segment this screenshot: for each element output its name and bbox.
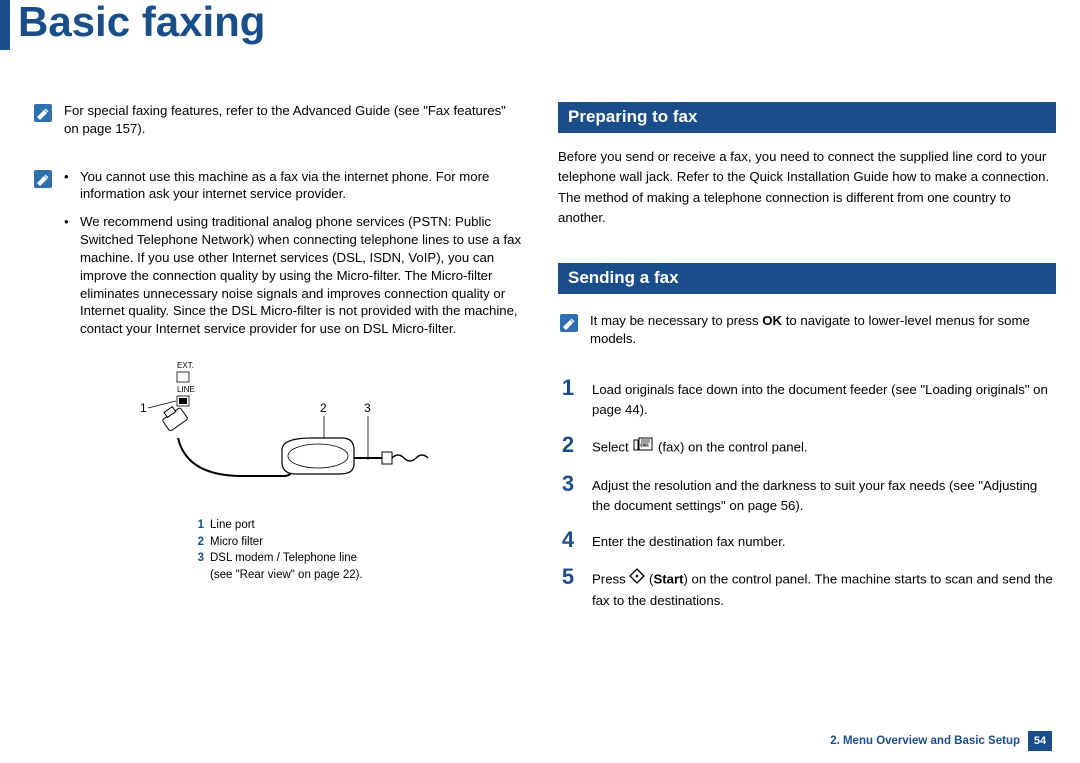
note-icon xyxy=(32,102,54,124)
step-1: 1 Load originals face down into the docu… xyxy=(558,377,1056,420)
step-3: 3 Adjust the resolution and the darkness… xyxy=(558,473,1056,516)
note-text: For special faxing features, refer to th… xyxy=(64,102,522,138)
legend-row: 3 DSL modem / Telephone line xyxy=(192,550,522,567)
legend-note: (see "Rear view" on page 22). xyxy=(210,567,363,584)
diagram-label-ext: EXT. xyxy=(177,361,194,370)
note-internet-phone: You cannot use this machine as a fax via… xyxy=(32,168,522,348)
fax-icon xyxy=(632,436,654,458)
diagram-legend: 1 Line port 2 Micro filter 3 DSL modem /… xyxy=(192,517,522,584)
step-number: 4 xyxy=(558,529,578,552)
svg-text:3: 3 xyxy=(364,401,371,415)
step-body: Enter the destination fax number. xyxy=(592,529,1056,552)
step-body: Select (fax) on the control panel. xyxy=(592,434,1056,459)
step-number: 2 xyxy=(558,434,578,459)
step2-pre: Select xyxy=(592,439,632,454)
step-body: Adjust the resolution and the darkness t… xyxy=(592,473,1056,516)
diagram-label-line: LINE xyxy=(177,385,195,394)
step-number: 3 xyxy=(558,473,578,516)
legend-num: 2 xyxy=(192,534,204,551)
svg-text:2: 2 xyxy=(320,401,327,415)
title-accent-bar xyxy=(0,0,10,50)
step5-pre: Press xyxy=(592,572,629,587)
step-4: 4 Enter the destination fax number. xyxy=(558,529,1056,552)
start-diamond-icon xyxy=(629,568,645,590)
note-pre: It may be necessary to press xyxy=(590,313,762,328)
bullet-item: You cannot use this machine as a fax via… xyxy=(64,168,522,204)
legend-text: Line port xyxy=(210,517,255,534)
step-5: 5 Press (Start) on the control panel. Th… xyxy=(558,566,1056,611)
preparing-paragraph: Before you send or receive a fax, you ne… xyxy=(558,147,1056,229)
right-column: Preparing to fax Before you send or rece… xyxy=(558,102,1056,625)
step-number: 5 xyxy=(558,566,578,611)
step5-bold: Start xyxy=(653,572,683,587)
page-title: Basic faxing xyxy=(10,0,265,50)
legend-text: Micro filter xyxy=(210,534,263,551)
note-icon xyxy=(32,168,54,190)
svg-text:1: 1 xyxy=(140,401,147,415)
legend-row: 2 Micro filter xyxy=(192,534,522,551)
section-sending-title: Sending a fax xyxy=(558,263,1056,294)
left-column: For special faxing features, refer to th… xyxy=(32,102,522,584)
note-ok-navigate: It may be necessary to press OK to navig… xyxy=(558,312,1056,348)
step-body: Load originals face down into the docume… xyxy=(592,377,1056,420)
step-body: Press (Start) on the control panel. The … xyxy=(592,566,1056,611)
step-2: 2 Select (fax) on the control panel. xyxy=(558,434,1056,459)
legend-num: 1 xyxy=(192,517,204,534)
legend-row: 1 Line port xyxy=(192,517,522,534)
footer-chapter: 2. Menu Overview and Basic Setup xyxy=(830,735,1020,747)
section-preparing-title: Preparing to fax xyxy=(558,102,1056,133)
note-icon xyxy=(558,312,580,334)
page: Basic faxing For special faxing features… xyxy=(0,0,1080,763)
note-bullets: You cannot use this machine as a fax via… xyxy=(64,168,522,348)
legend-note-row: (see "Rear view" on page 22). xyxy=(192,567,522,584)
legend-num: 3 xyxy=(192,550,204,567)
legend-spacer xyxy=(192,567,204,584)
note-advanced-guide: For special faxing features, refer to th… xyxy=(32,102,522,138)
step-number: 1 xyxy=(558,377,578,420)
bullet-item: We recommend using traditional analog ph… xyxy=(64,213,522,338)
page-title-wrap: Basic faxing xyxy=(0,0,265,50)
note-bold: OK xyxy=(762,313,782,328)
legend-text: DSL modem / Telephone line xyxy=(210,550,357,567)
step-list: 1 Load originals face down into the docu… xyxy=(558,377,1056,610)
step2-post: (fax) on the control panel. xyxy=(658,439,808,454)
note-text: It may be necessary to press OK to navig… xyxy=(590,312,1056,348)
footer-page-number: 54 xyxy=(1028,731,1052,751)
microfilter-diagram: EXT. LINE 1 2 3 xyxy=(132,358,452,503)
page-footer: 2. Menu Overview and Basic Setup 54 xyxy=(830,731,1052,751)
